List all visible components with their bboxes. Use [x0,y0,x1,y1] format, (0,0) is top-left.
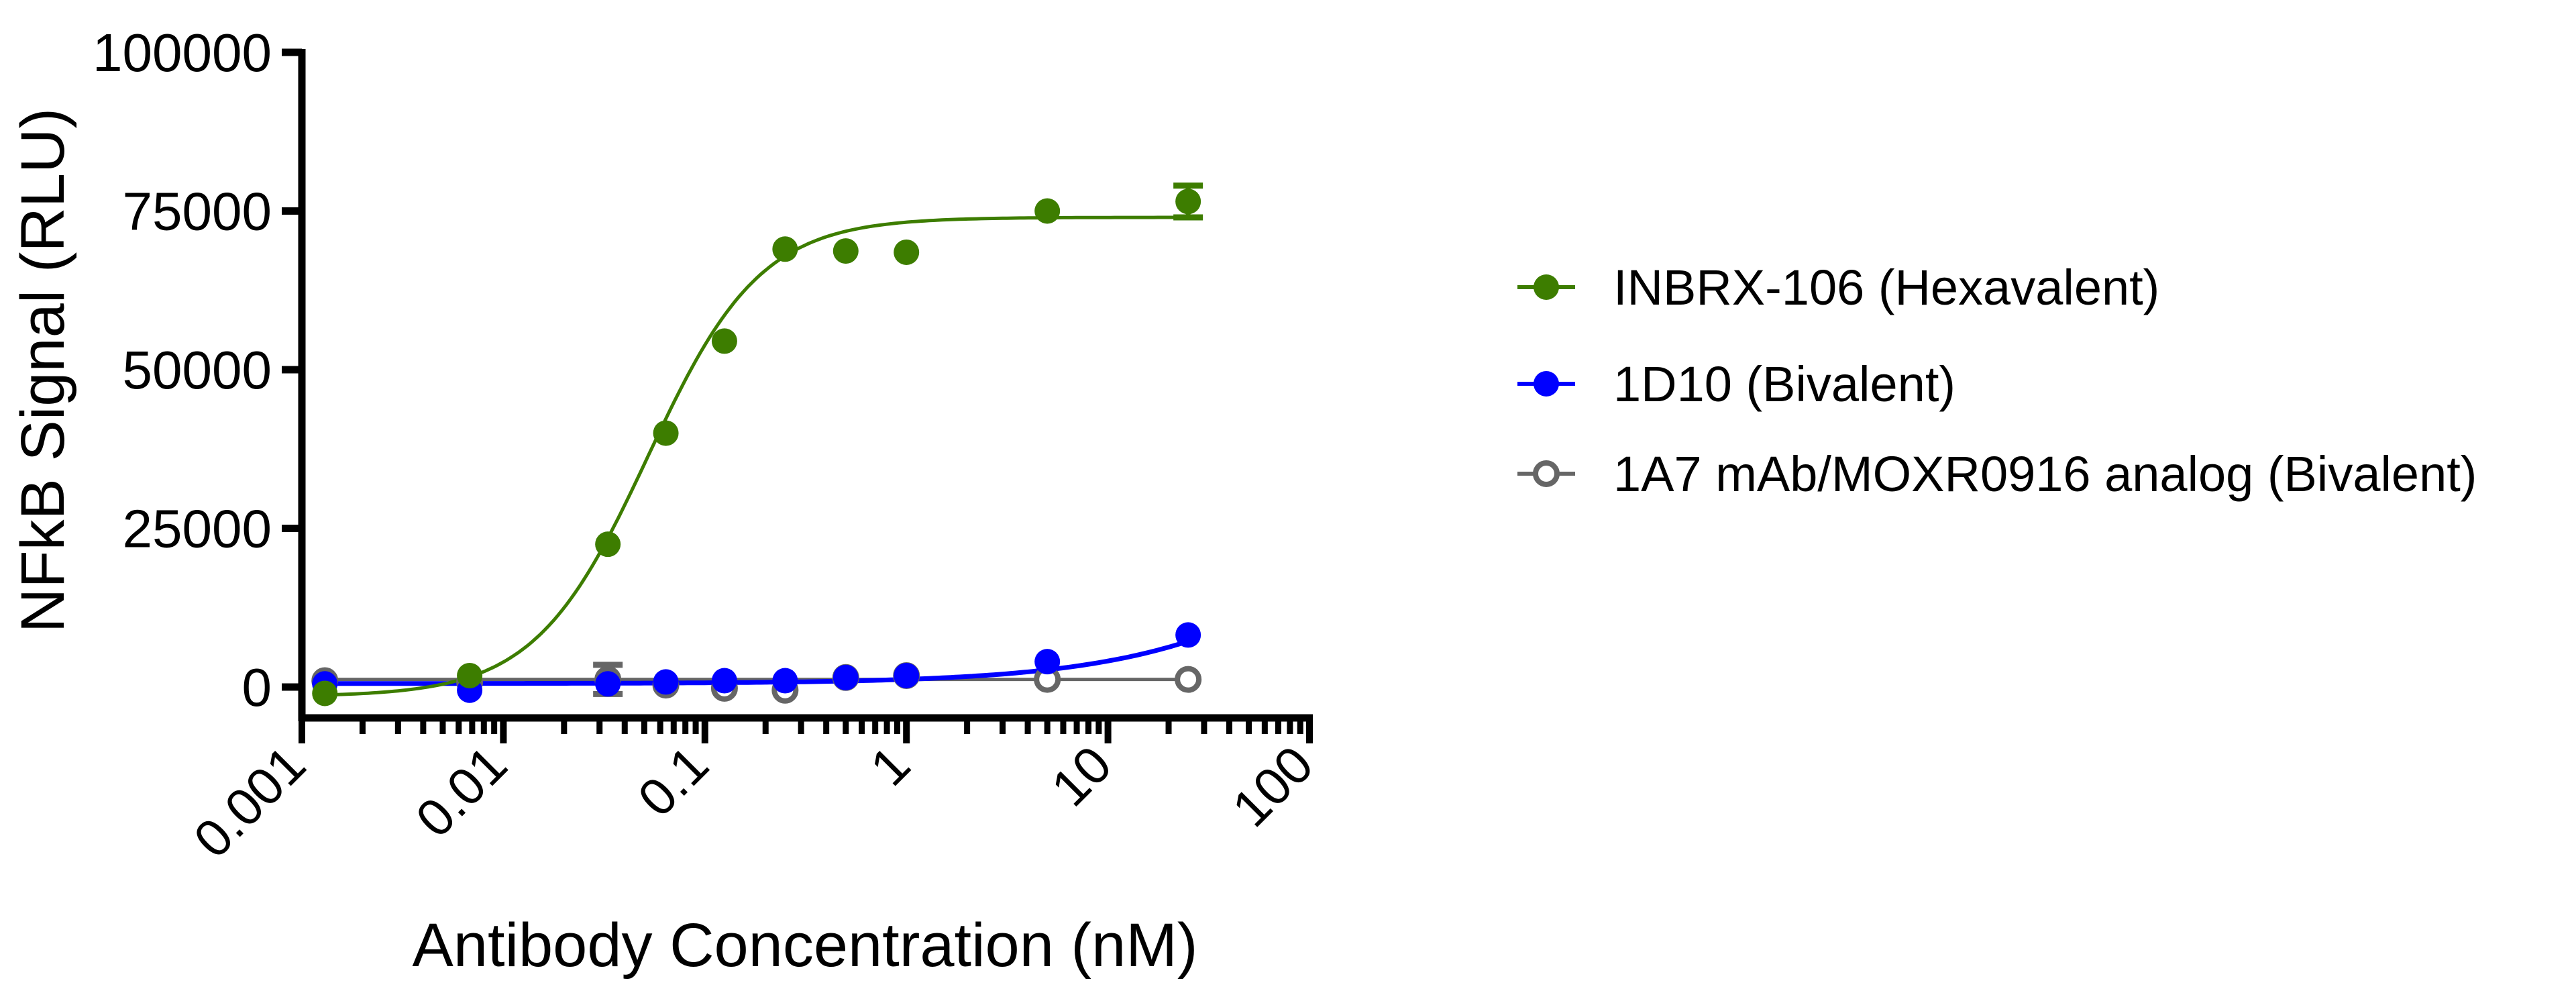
data-point [894,239,920,265]
axes: 0 25000 50000 75000 100000 0.001 0.01 0.1 1 10 100 [93,23,1324,869]
x-tick-label: 10 [1040,735,1123,818]
data-point [711,668,737,694]
y-tick-label: 25000 [123,499,272,559]
x-axis-title: Antibody Concentration (nM) [412,911,1197,980]
legend-marker [1533,460,1560,487]
legend: INBRX-106 (Hexavalent) 1D10 (Bivalent) 1A7… [1517,260,2477,502]
data-point [595,671,621,697]
data-point [772,236,798,262]
data-point [1175,189,1201,215]
legend-label: 1D10 (Bivalent) [1613,356,1955,412]
y-tick-label: 0 [242,658,272,717]
data-point [312,680,338,706]
data-point [457,662,483,688]
data-point [833,664,859,690]
data-point [894,662,920,688]
data-point [711,328,737,354]
y-tick-label: 100000 [93,23,272,83]
x-tick-label: 0.001 [182,735,317,869]
legend-marker [1534,274,1559,300]
legend-label: INBRX-106 (Hexavalent) [1613,260,2159,315]
legend-label: 1A7 mAb/MOXR0916 analog (Bivalent) [1613,446,2477,502]
data-point [833,238,859,264]
data-point [653,420,679,446]
data-point [1034,649,1061,675]
data-point [1034,198,1061,224]
x-tick-label: 0.01 [405,735,519,849]
data-point [1175,622,1201,648]
data-point [653,669,679,695]
x-tick-label: 0.1 [627,735,720,828]
x-tick-label: 100 [1221,735,1324,838]
x-tick-label: 1 [859,735,921,797]
plot-area [311,182,1203,706]
fit-curve-1 [325,215,1189,697]
legend-marker [1534,371,1559,397]
y-tick-label: 75000 [123,182,272,242]
data-point [1175,666,1202,693]
y-axis-title: NFkB Signal (RLU) [9,108,77,633]
data-point [772,668,798,694]
y-tick-label: 50000 [123,340,272,400]
data-point [595,531,621,558]
